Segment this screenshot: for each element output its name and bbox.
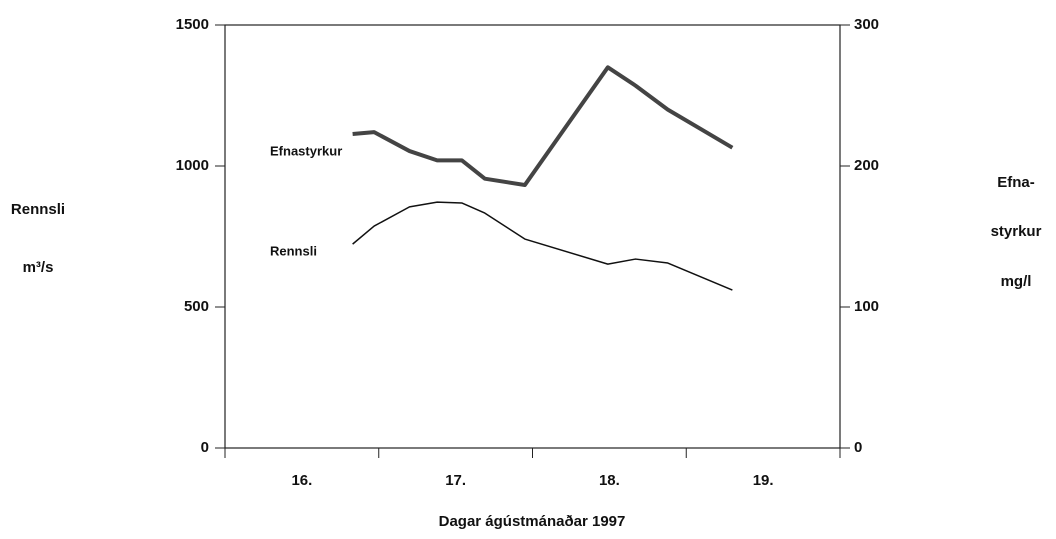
y-axis-label: m³/s: [23, 259, 54, 276]
y-axis-label: Rennsli: [11, 201, 65, 218]
x-axis-label: Dagar ágústmánaðar 1997: [439, 513, 626, 530]
y2-tick-label: 300: [854, 16, 879, 33]
y-tick-label: 1500: [176, 16, 209, 33]
series-label: Rennsli: [270, 243, 317, 258]
plot-frame: [224, 24, 841, 449]
series-line: [352, 201, 733, 291]
y2-tick-label: 100: [854, 298, 879, 315]
y-tick-label: 1000: [176, 157, 209, 174]
series-line: [352, 65, 734, 188]
x-tick-label: 18.: [599, 472, 620, 489]
series-label: Efnastyrkur: [270, 143, 342, 158]
y2-axis-label: mg/l: [1001, 273, 1032, 290]
y2-axis-label: styrkur: [991, 223, 1042, 240]
y2-tick-label: 200: [854, 157, 879, 174]
y2-tick-label: 0: [854, 439, 862, 456]
x-tick-label: 17.: [445, 472, 466, 489]
x-tick-label: 19.: [753, 472, 774, 489]
y-tick-label: 500: [184, 298, 209, 315]
y-tick-label: 0: [201, 439, 209, 456]
x-tick-label: 16.: [291, 472, 312, 489]
y2-axis-label: Efna-: [997, 174, 1035, 191]
